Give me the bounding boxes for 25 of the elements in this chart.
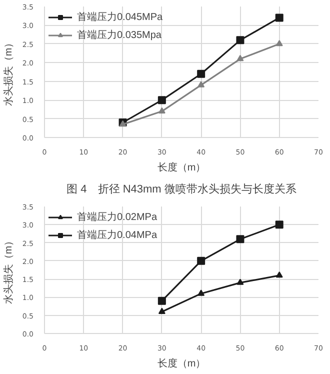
point [275,220,284,229]
legend-label: 首端压力0.035Mpa [77,28,162,42]
legend-label: 首端压力0.04MPa [77,228,158,242]
x-axis-title: 长度（m） [157,358,206,370]
caption: 图 4 折径 N43mm 微喷带水头损失与长度关系 [66,182,296,196]
point [275,14,284,22]
point [158,96,166,104]
point [197,256,206,265]
point [198,290,205,296]
point [158,296,166,305]
point [276,40,283,46]
x-axis-title: 长度（m） [157,162,206,174]
legend-label: 首端压力0.02MPa [77,210,158,224]
point [158,107,166,114]
point [236,36,244,44]
point [158,308,166,314]
y-axis-title: 水头损失（m） [2,38,14,106]
point [236,54,244,62]
point [198,81,205,88]
legend-label: 首端压力0.045MPa [77,10,163,24]
point [236,235,244,244]
point [236,278,244,285]
y-axis-title: 水头损失（m） [2,236,14,304]
point [276,271,283,278]
point [197,70,206,78]
